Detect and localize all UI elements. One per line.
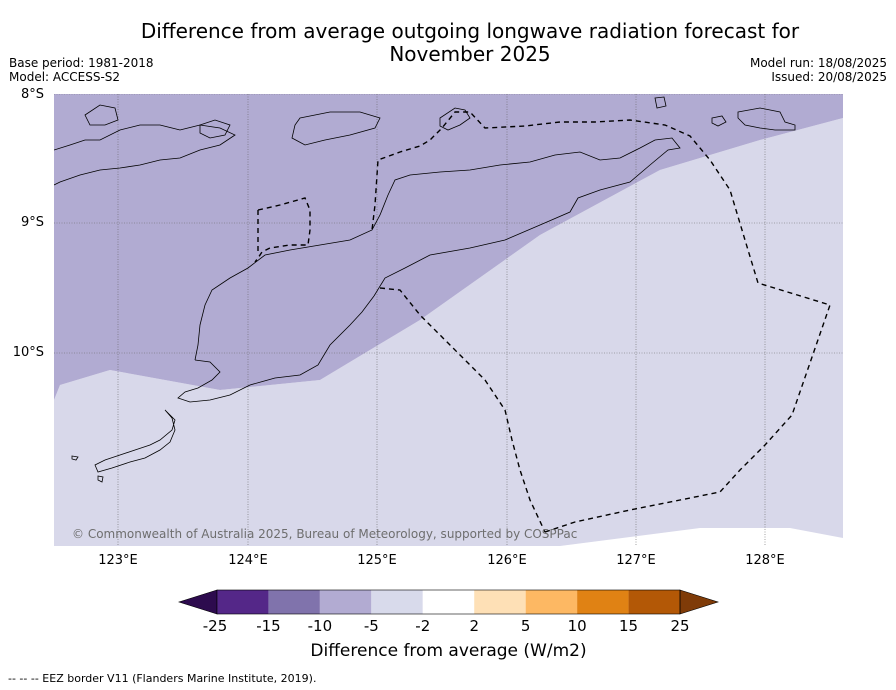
colorbar-segment [474,590,526,614]
eez-legend-note: -- -- -- EEZ border V11 (Flanders Marine… [8,672,317,685]
timor-coast-south [177,295,375,403]
lon-label-125e: 125°E [357,553,397,568]
colorbar-tick-label: 25 [670,617,690,635]
eez-border-west [254,197,311,263]
lat-label-9s: 9°S [20,215,44,230]
colorbar-extend-low [178,589,218,615]
title-line-1: Difference from average outgoing longwav… [140,19,800,43]
title-line-2: November 2025 [389,42,551,66]
eez-borders [254,111,831,533]
island-small-1 [84,104,119,126]
lon-label-127e: 127°E [616,553,656,568]
colorbar-border [216,589,681,615]
anomaly-region-dark [54,94,843,400]
colorbar-tick-label: 5 [520,617,531,635]
meta-left: Base period: 1981-2018 Model: ACCESS-S2 [9,56,154,84]
wetar-islands-east [737,107,796,131]
timor-coast-north [194,137,681,361]
colorbar-segment [577,590,629,614]
flores-east-islands [54,124,236,186]
issued-date: Issued: 20/08/2025 [771,70,887,84]
colorbar-tick-label: -25 [202,617,228,635]
colorbar-tick-label: 2 [469,617,479,635]
eez-border-timor-leste [371,111,831,533]
base-period: Base period: 1981-2018 [9,56,154,70]
island-small-2 [199,119,231,139]
island-small-5 [439,107,471,131]
colorbar-segment [371,590,423,614]
model-run: Model run: 18/08/2025 [749,56,887,70]
meta-right: Model run: 18/08/2025 Issued: 20/08/2025 [750,56,887,84]
map-area: © Commonwealth of Australia 2025, Bureau… [54,94,843,546]
colorbar-title: Difference from average (W/m2) [310,641,587,661]
anomaly-region-light [54,118,843,546]
island-small-6 [71,455,79,461]
coastlines [54,96,796,483]
colorbar-segment [268,590,320,614]
lon-label-126e: 126°E [487,553,527,568]
colorbar-segment [319,590,372,614]
colorbar-tick-label: -10 [307,617,333,635]
colorbar-segment [628,590,680,614]
colorbar [178,589,719,615]
colorbar-segment [525,590,578,614]
alor-island [291,111,381,146]
colorbar-segment [422,590,475,614]
lon-label-128e: 128°E [745,553,785,568]
colorbar-tick-label: -5 [363,617,379,635]
chart-title: Difference from average outgoing longwav… [120,20,820,66]
island-small-3 [711,115,727,127]
gridlines [54,94,843,546]
colorbar-tick-label: -2 [415,617,431,635]
eez-border-south [257,210,546,533]
lon-label-124e: 124°E [228,553,268,568]
colorbar-tick-label: 10 [567,617,587,635]
copyright-notice: © Commonwealth of Australia 2025, Bureau… [72,527,577,541]
colorbar-tick-label: -15 [256,617,281,635]
island-small-4 [654,96,667,109]
lat-label-10s: 10°S [12,345,44,360]
colorbar-segment [217,590,269,614]
rote-island [94,409,176,473]
colorbar-tick-label: 15 [619,617,639,635]
lon-label-123e: 123°E [98,553,138,568]
colorbar-extend-high [679,589,719,615]
island-small-7 [97,475,104,483]
model-name: Model: ACCESS-S2 [9,70,121,84]
lat-label-8s: 8°S [20,87,44,102]
